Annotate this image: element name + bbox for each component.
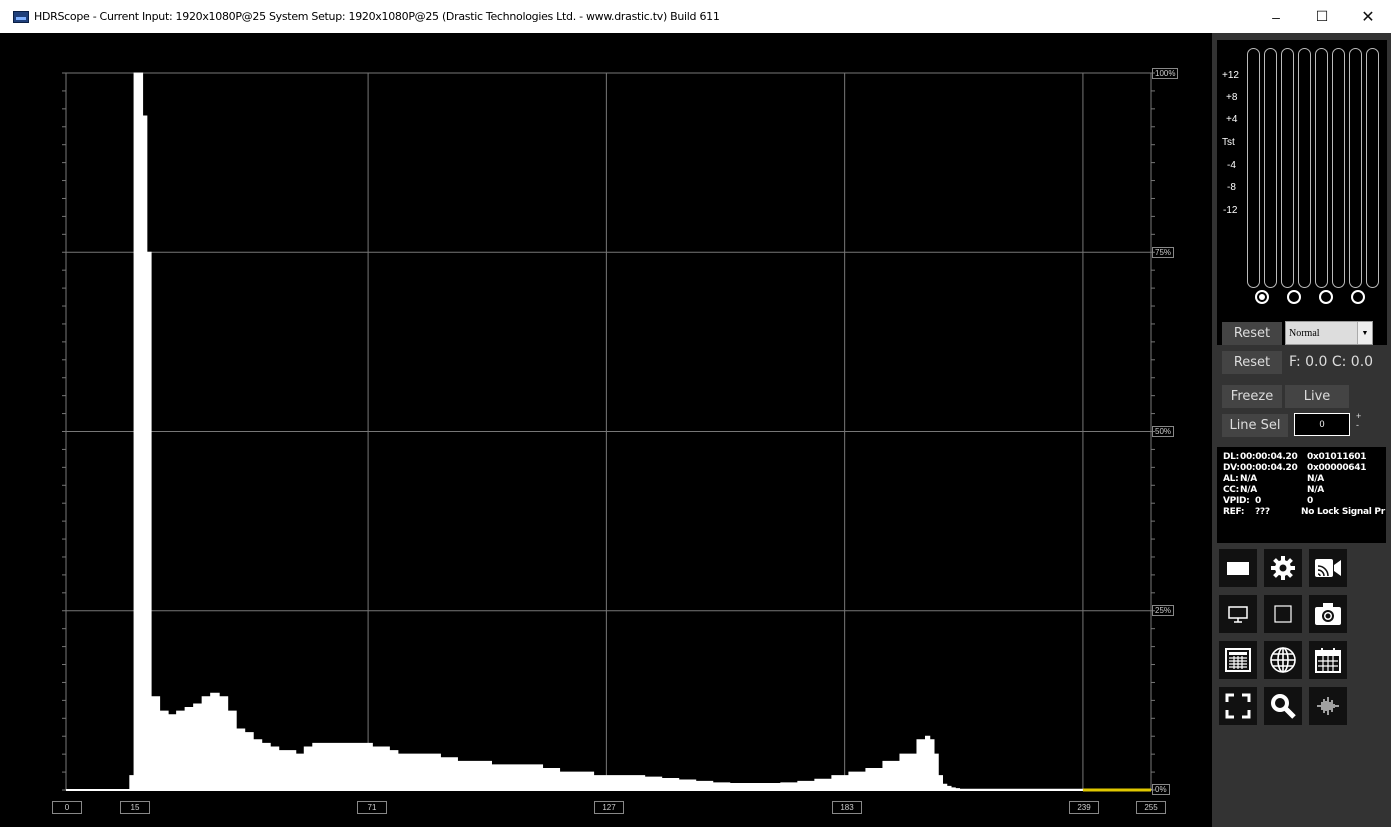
db-label: +8 — [1226, 92, 1238, 103]
info-row: CC: N/A N/A — [1223, 485, 1324, 495]
line-stepper[interactable]: + - — [1356, 412, 1361, 430]
histogram-plot[interactable]: 100% 75% 50% 25% 0% 0 15 71 127 183 239 … — [0, 33, 1212, 827]
app-icon — [13, 10, 29, 23]
x-label-0: 0 — [52, 801, 82, 814]
x-label-255: 255 — [1136, 801, 1166, 814]
line-number-input[interactable]: 0 — [1294, 413, 1350, 436]
percent-label-25: 25% — [1152, 605, 1175, 616]
mode-select-value: Normal — [1289, 327, 1320, 339]
percent-label-50: 50% — [1152, 426, 1175, 437]
meter-bar-7 — [1349, 48, 1362, 288]
fullscreen-icon — [1225, 693, 1251, 719]
maximize-button[interactable]: ☐ — [1315, 8, 1329, 24]
channel-radio-4[interactable] — [1351, 290, 1365, 304]
calendar-icon — [1315, 648, 1341, 673]
meter-bar-2 — [1264, 48, 1277, 288]
table-button[interactable] — [1219, 641, 1257, 679]
db-label: -4 — [1227, 160, 1236, 171]
x-label-183: 183 — [832, 801, 862, 814]
table-icon — [1225, 648, 1251, 672]
channel-radio-2[interactable] — [1287, 290, 1301, 304]
monitor-icon — [1228, 606, 1248, 623]
reset-mode-button[interactable]: Reset — [1222, 322, 1282, 345]
window-title: HDRScope - Current Input: 1920x1080P@25 … — [34, 10, 720, 23]
reset-fc-button[interactable]: Reset — [1222, 351, 1282, 374]
camera-icon — [1315, 603, 1341, 625]
info-row: DL: 00:00:04.20 0x01011601 — [1223, 452, 1367, 462]
meter-bar-4 — [1298, 48, 1311, 288]
display-mode-button[interactable] — [1219, 549, 1257, 587]
histogram-area — [66, 72, 1152, 791]
x-label-71: 71 — [357, 801, 387, 814]
percent-label-75: 75% — [1152, 247, 1175, 258]
fullscreen-button[interactable] — [1219, 687, 1257, 725]
channel-radio-1[interactable] — [1255, 290, 1269, 304]
title-bar: HDRScope - Current Input: 1920x1080P@25 … — [0, 0, 1391, 33]
x-label-127: 127 — [594, 801, 624, 814]
db-label: Tst — [1222, 137, 1235, 148]
db-label: -8 — [1227, 182, 1236, 193]
line-select-button[interactable]: Line Sel — [1222, 414, 1288, 437]
info-row: DV: 00:00:04.20 0x00000641 — [1223, 463, 1367, 473]
info-row: AL: N/A N/A — [1223, 474, 1324, 484]
info-row: VPID: 0 0 — [1223, 496, 1313, 506]
channel-radio-3[interactable] — [1319, 290, 1333, 304]
chevron-down-icon[interactable]: ▼ — [1357, 322, 1372, 344]
info-row: REF:??? No Lock Signal Pr — [1223, 507, 1385, 517]
audio-wave-icon — [1317, 697, 1339, 715]
signal-info: DL: 00:00:04.20 0x01011601 DV: 00:00:04.20 0… — [1217, 447, 1386, 543]
meter-bar-6 — [1332, 48, 1345, 288]
calendar-button[interactable] — [1309, 641, 1347, 679]
audio-button[interactable] — [1309, 687, 1347, 725]
monitor-button[interactable] — [1219, 595, 1257, 633]
audio-meters: +12 +8 +4 Tst -4 -8 -12 — [1217, 40, 1387, 345]
increment-button[interactable]: + — [1356, 411, 1362, 421]
snapshot-button[interactable] — [1309, 595, 1347, 633]
network-button[interactable] — [1264, 641, 1302, 679]
meter-bar-1 — [1247, 48, 1260, 288]
db-label: +4 — [1226, 114, 1238, 125]
x-label-239: 239 — [1069, 801, 1099, 814]
globe-icon — [1270, 647, 1296, 673]
zoom-icon — [1271, 694, 1296, 719]
gear-icon — [1271, 556, 1295, 580]
settings-button[interactable] — [1264, 549, 1302, 587]
histogram-chart — [62, 72, 1155, 792]
zoom-button[interactable] — [1264, 687, 1302, 725]
freeze-button[interactable]: Freeze — [1222, 385, 1282, 408]
minimize-button[interactable]: – — [1272, 8, 1280, 25]
db-label: -12 — [1223, 205, 1238, 216]
square-icon — [1274, 605, 1292, 623]
mode-select[interactable]: Normal ▼ — [1285, 321, 1373, 345]
close-button[interactable]: ✕ — [1361, 8, 1375, 26]
cast-icon — [1315, 559, 1341, 577]
db-label: +12 — [1222, 70, 1239, 81]
meter-bar-8 — [1366, 48, 1379, 288]
meter-bar-3 — [1281, 48, 1294, 288]
fc-readout: F: 0.0 C: 0.0 — [1289, 354, 1374, 370]
meter-bar-5 — [1315, 48, 1328, 288]
percent-label-0: 0% — [1152, 784, 1170, 795]
control-panel: +12 +8 +4 Tst -4 -8 -12 Reset Normal ▼ R… — [1212, 33, 1391, 827]
live-button[interactable]: Live — [1285, 385, 1349, 408]
decrement-button[interactable]: - — [1356, 420, 1359, 430]
percent-label-100: 100% — [1152, 68, 1179, 79]
x-label-15: 15 — [120, 801, 150, 814]
cast-button[interactable] — [1309, 549, 1347, 587]
display-mode-icon — [1227, 562, 1249, 575]
square-button[interactable] — [1264, 595, 1302, 633]
